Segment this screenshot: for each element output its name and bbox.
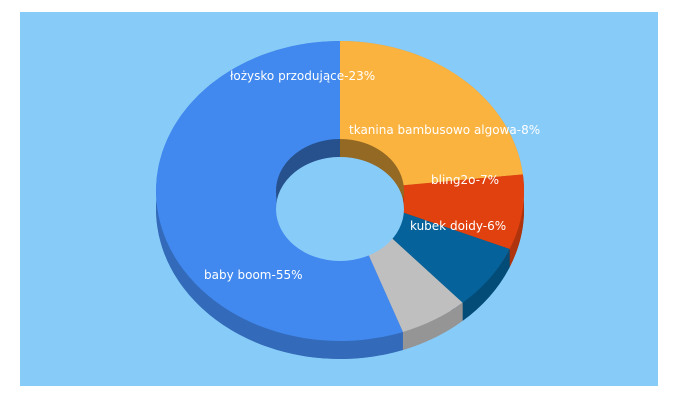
slice-label-kubek-doidy: kubek doidy-6% [410,219,506,233]
slice-wall-bling2o [462,248,510,321]
slice-label-o-ysko-przoduj-ce: łożysko przodujące-23% [230,69,375,83]
slice-label-tkanina-bambusowo-algowa: tkanina bambusowo algowa-8% [349,123,540,137]
slice-o-ysko-przoduj-ce[interactable] [340,41,523,186]
donut-chart: baby boom-55% łożysko przodujące-23% tkani… [20,12,658,386]
slice-wall-kubek-doidy [402,302,463,350]
slice-baby-boom[interactable] [155,41,403,342]
slice-label-bling2o: bling2o-7% [431,173,499,187]
slice-bling2o[interactable] [382,211,510,303]
slice-wall-tkanina-bambusowo-algowa [509,174,524,267]
slice-label-baby-boom: baby boom-55% [204,268,303,282]
chart-panel: baby boom-55% łożysko przodujące-23% tkani… [20,12,658,386]
slice-kubek-doidy[interactable] [361,229,463,332]
donut-hole [276,157,404,261]
donut-hole-wall [276,139,404,209]
slice-tkanina-bambusowo-algowa[interactable] [399,174,524,249]
